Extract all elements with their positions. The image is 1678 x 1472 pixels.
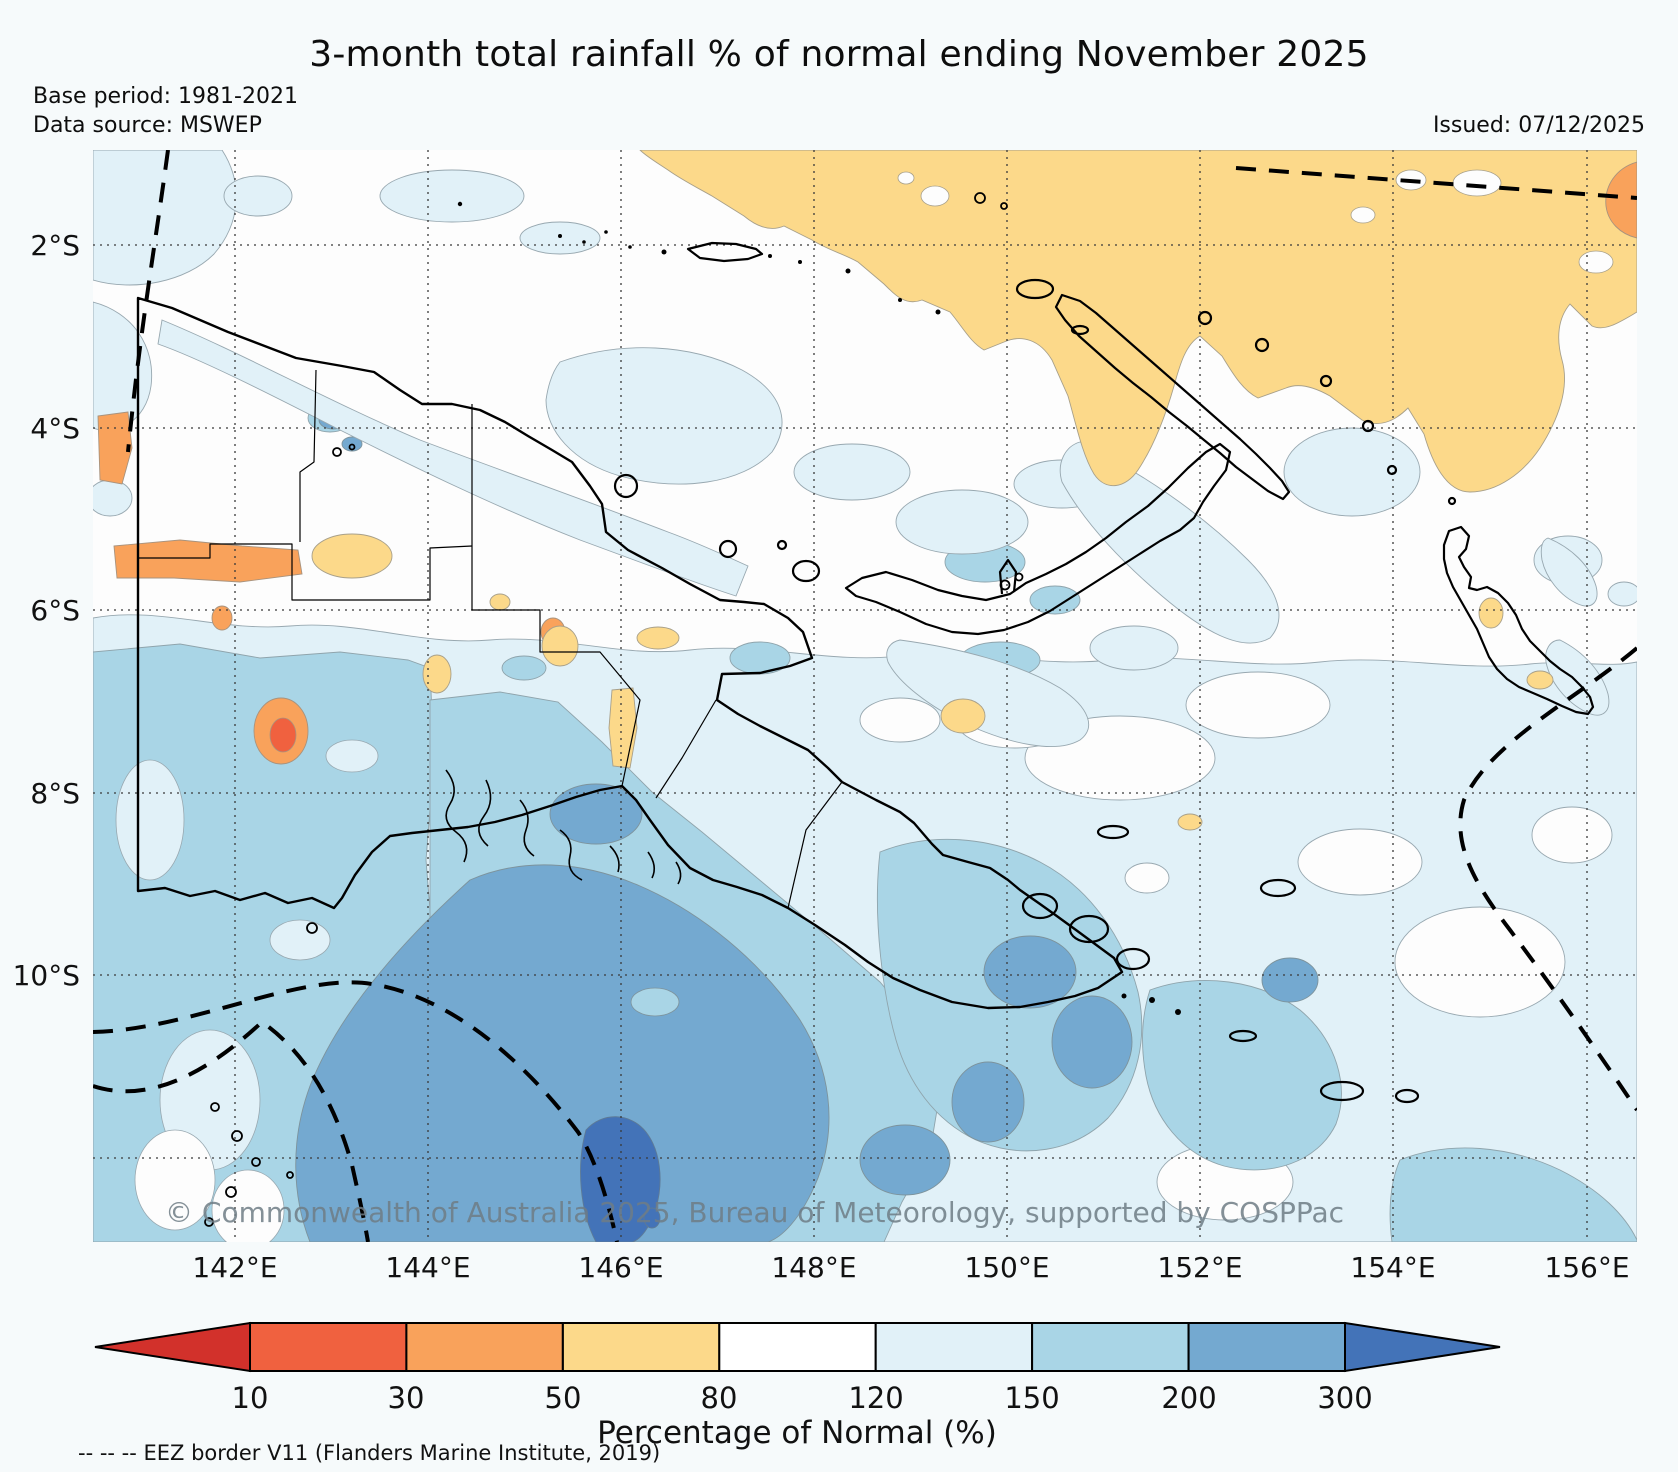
colorbar-title: Percentage of Normal (%) <box>597 1415 997 1451</box>
copyright-watermark: © Commonwealth of Australia 2025, Bureau… <box>165 1196 1344 1229</box>
coastline-new-ireland <box>1054 293 1291 501</box>
contour-deep-orange-core <box>269 717 297 753</box>
eez-legend: -- -- -- EEZ border V11 (Flanders Marine… <box>78 1441 660 1465</box>
coastline-new-guinea <box>136 296 1124 1010</box>
longitude-axis: 142°E 144°E 146°E 148°E 150°E 152°E 154°… <box>192 1251 1629 1284</box>
map-area: © Commonwealth of Australia 2025, Bureau… <box>93 150 1637 1242</box>
contour-hole-gulf <box>630 987 680 1017</box>
colorbar-tick: 300 <box>1317 1381 1372 1415</box>
colorbar: 10 30 50 80 120 150 200 300 Percentage o… <box>94 1321 1501 1451</box>
coastline-bougainville <box>1442 525 1595 716</box>
colorbar-tick: 30 <box>388 1381 425 1415</box>
colorbar-tick: 80 <box>701 1381 738 1415</box>
small-island-outlines <box>204 192 1024 1227</box>
eez-border-northeast <box>1235 166 1637 200</box>
colorbar-tick: 200 <box>1161 1381 1216 1415</box>
colorbar-segment <box>561 1322 721 1372</box>
lon-tick-label: 148°E <box>771 1251 856 1284</box>
lon-tick-label: 156°E <box>1544 1251 1629 1284</box>
lon-tick-label: 146°E <box>578 1251 663 1284</box>
colorbar-segment <box>1031 1322 1190 1372</box>
lon-tick-label: 142°E <box>192 1251 277 1284</box>
colorbar-tick: 10 <box>232 1381 269 1415</box>
colorbar-segment <box>718 1322 877 1372</box>
lat-tick-label: 10°S <box>13 959 80 992</box>
lat-tick-label: 6°S <box>30 594 80 627</box>
colorbar-segment <box>249 1322 408 1372</box>
eez-border-south <box>93 1019 370 1242</box>
page-title: 3-month total rainfall % of normal endin… <box>309 34 1369 75</box>
lat-tick-label: 2°S <box>30 229 80 262</box>
colorbar-segment <box>405 1322 564 1372</box>
base-period-label: Base period: 1981-2021 <box>33 84 298 109</box>
province-borders <box>138 369 843 909</box>
island-coastlines <box>613 241 1595 1104</box>
river-delta-detail <box>445 769 682 885</box>
contours-white-holes-west <box>134 1129 285 1242</box>
contours-dark-blue <box>580 1116 661 1242</box>
contour-orange-corner <box>1605 161 1637 239</box>
eez-border-southwest-arc <box>93 980 619 1242</box>
eez-border-east <box>1458 646 1637 1112</box>
coastline-manus <box>686 241 764 263</box>
data-source-label: Data source: MSWEP <box>33 113 262 138</box>
lon-tick-label: 152°E <box>1157 1251 1242 1284</box>
colorbar-segment <box>1187 1322 1346 1372</box>
lon-tick-label: 150°E <box>964 1251 1049 1284</box>
colorbar-tick: 120 <box>848 1381 903 1415</box>
colorbar-tick: 50 <box>545 1381 582 1415</box>
lat-tick-label: 4°S <box>30 412 80 445</box>
issued-label: Issued: 07/12/2025 <box>1432 113 1645 138</box>
colorbar-underflow-arrow <box>94 1321 251 1373</box>
lon-tick-label: 144°E <box>385 1251 470 1284</box>
colorbar-segment <box>874 1322 1034 1372</box>
contours-yellow <box>311 533 1554 831</box>
colorbar-overflow-arrow <box>1344 1321 1501 1373</box>
colorbar-tick: 150 <box>1004 1381 1059 1415</box>
latitude-axis: 2°S 4°S 6°S 8°S 10°S <box>13 229 80 992</box>
eez-border-lines <box>93 150 1637 1242</box>
lat-tick-label: 8°S <box>30 777 80 810</box>
lon-tick-label: 154°E <box>1350 1251 1435 1284</box>
contours-orange <box>97 411 566 765</box>
eez-border-northwest <box>126 150 170 453</box>
small-island-dots <box>457 201 1181 1015</box>
